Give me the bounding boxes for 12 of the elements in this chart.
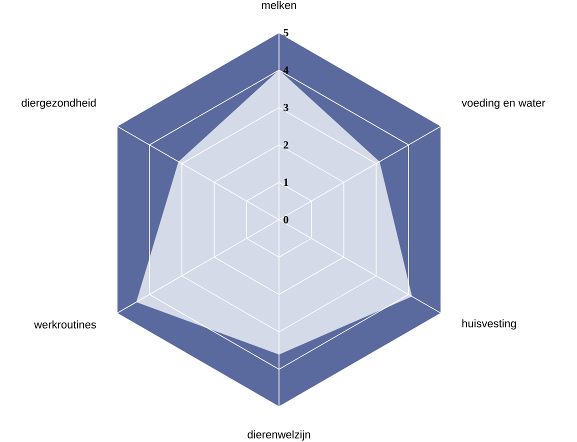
spoke-label: voeding en water xyxy=(462,98,546,110)
y-tick-label: 4 xyxy=(283,66,288,74)
spoke-label: diergezondheid xyxy=(22,98,96,110)
spoke-label: werkroutines xyxy=(34,320,96,329)
y-tick-label: 0 xyxy=(284,216,288,224)
spoke-label: dierenwelzijn xyxy=(248,430,310,441)
y-tick-label: 5 xyxy=(284,29,288,37)
y-tick-label: 2 xyxy=(284,141,288,149)
y-tick-label: 1 xyxy=(284,178,288,186)
spoke-label: melken xyxy=(262,1,296,10)
y-tick-label: 3 xyxy=(284,104,288,112)
spoke-label: huisvesting xyxy=(462,320,516,330)
